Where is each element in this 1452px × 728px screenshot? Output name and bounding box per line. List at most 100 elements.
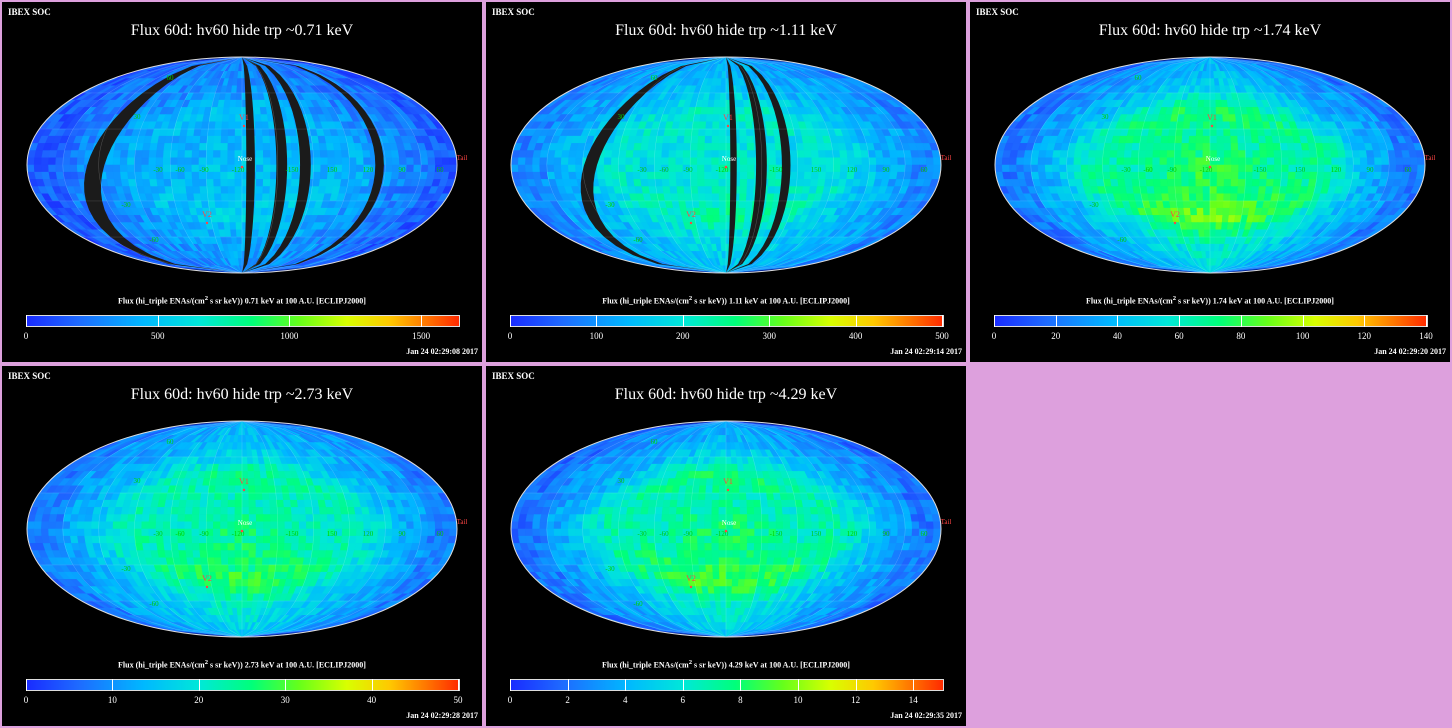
flux-cell	[683, 135, 692, 144]
sky-map-panel: IBEX SOC Flux 60d: hv60 hide trp ~1.11 k…	[486, 2, 966, 362]
flux-cell	[163, 179, 173, 187]
flux-cell	[255, 143, 264, 151]
flux-cell	[825, 157, 834, 166]
flux-cell	[711, 143, 720, 151]
flux-cell	[1182, 200, 1191, 209]
flux-cell	[185, 186, 194, 195]
flux-cell	[384, 164, 393, 173]
flux-cell	[215, 114, 224, 123]
flux-cell	[1124, 143, 1134, 151]
flux-cell	[1417, 164, 1425, 173]
flux-cell	[739, 143, 748, 151]
flux-cell	[1167, 143, 1176, 151]
flux-cell	[260, 207, 269, 216]
flux-cell	[1196, 114, 1204, 123]
flux-cell	[1231, 164, 1239, 173]
flux-cell	[1009, 164, 1018, 173]
flux-cell	[441, 157, 451, 166]
flux-cell	[719, 222, 727, 231]
flux-cell	[1238, 157, 1247, 166]
flux-cell	[291, 157, 300, 166]
flux-cell	[767, 143, 777, 151]
flux-cell	[1190, 107, 1199, 115]
flux-cell	[1195, 193, 1204, 202]
longitude-label: 120	[847, 166, 858, 174]
flux-cell	[1066, 171, 1076, 180]
flux-cell	[1131, 150, 1140, 159]
flux-cell	[134, 150, 143, 159]
flux-cell	[1073, 157, 1082, 166]
flux-cell	[618, 164, 627, 173]
flux-cell	[1052, 164, 1061, 173]
flux-cell	[1045, 150, 1055, 159]
flux-cell	[119, 157, 128, 166]
flux-cell	[220, 157, 228, 166]
flux-cell	[745, 193, 754, 202]
flux-cell	[1229, 193, 1238, 202]
flux-cell	[1116, 150, 1126, 159]
flux-cell	[668, 164, 677, 173]
flux-cell	[625, 157, 634, 166]
flux-cell	[320, 157, 329, 166]
flux-cell	[697, 150, 705, 159]
nose-label: Nose	[238, 155, 252, 163]
meridian-line	[98, 56, 243, 274]
sky-map-panel: IBEX SOC Flux 60d: hv60 hide trp ~1.74 k…	[970, 2, 1450, 362]
flux-cell	[198, 157, 207, 166]
flux-cell	[704, 164, 712, 173]
flux-cell	[691, 193, 700, 202]
flux-cell	[712, 207, 720, 216]
latitude-label: 30	[618, 113, 626, 121]
flux-cell	[1351, 150, 1361, 159]
flux-cell	[1274, 157, 1282, 166]
flux-cell	[661, 179, 671, 187]
flux-cell	[718, 193, 727, 202]
flux-cell	[1184, 107, 1193, 115]
flux-cell	[1188, 135, 1197, 144]
flux-cell	[1152, 171, 1161, 180]
meridian-line	[241, 56, 279, 274]
flux-cell	[795, 179, 805, 187]
flux-cell	[561, 150, 571, 159]
flux-cell	[904, 164, 913, 173]
flux-cell	[682, 157, 691, 166]
flux-cell	[228, 215, 237, 223]
meridian-line	[134, 56, 243, 274]
flux-cell	[668, 157, 677, 166]
flux-cell	[1237, 186, 1246, 195]
flux-cell	[568, 150, 578, 159]
flux-cell	[718, 121, 727, 130]
flux-cell	[1181, 179, 1190, 187]
flux-cell	[1023, 157, 1032, 166]
flux-cell	[199, 143, 208, 151]
flux-cell	[1223, 143, 1232, 151]
flux-cell	[1197, 99, 1205, 108]
flux-cell	[184, 150, 193, 159]
flux-cell	[1266, 164, 1275, 173]
flux-cell	[198, 150, 207, 159]
flux-cell	[611, 157, 620, 166]
flux-cell	[1272, 179, 1282, 187]
flux-cell	[596, 164, 605, 173]
flux-cell	[860, 150, 870, 159]
flux-cell	[141, 171, 150, 180]
flux-cell	[1196, 200, 1204, 209]
flux-cell	[1195, 143, 1204, 151]
flux-cell	[1166, 157, 1175, 166]
flux-cell	[718, 143, 727, 151]
flux-cell	[1231, 171, 1239, 180]
flux-cell	[1181, 135, 1190, 144]
flux-cell	[234, 121, 243, 130]
flux-cell	[685, 121, 694, 130]
flux-cell	[739, 186, 748, 195]
flux-cell	[234, 186, 243, 195]
flux-cell	[1152, 143, 1162, 151]
flux-cell	[1045, 171, 1055, 180]
flux-cell	[737, 107, 746, 115]
flux-cell	[193, 193, 202, 202]
flux-cell	[1030, 164, 1039, 173]
flux-cell	[255, 128, 264, 137]
latitude-label: -30	[605, 201, 615, 209]
flux-cell	[1203, 99, 1211, 108]
flux-cell	[832, 164, 841, 173]
